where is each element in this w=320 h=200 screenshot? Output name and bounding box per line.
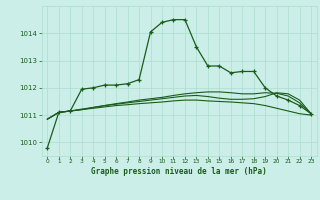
X-axis label: Graphe pression niveau de la mer (hPa): Graphe pression niveau de la mer (hPa) [91,167,267,176]
